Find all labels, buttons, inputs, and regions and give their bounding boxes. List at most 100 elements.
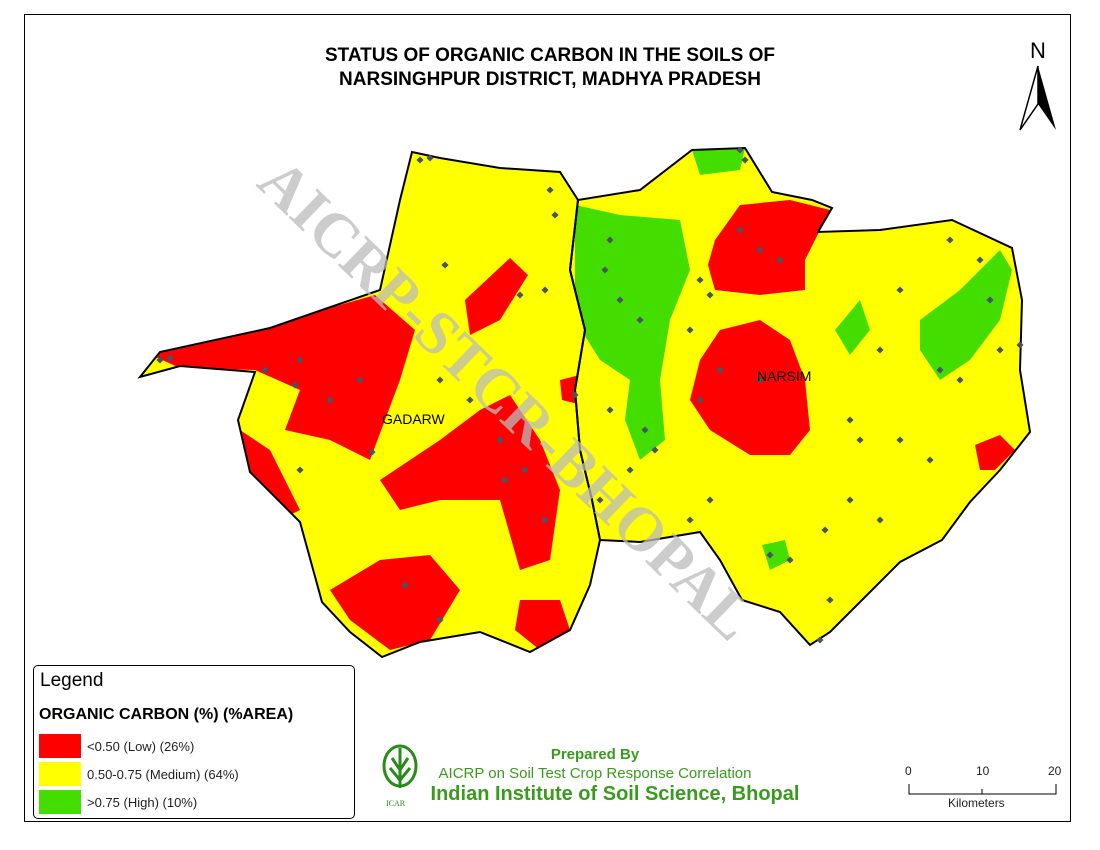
sample-point <box>741 156 749 164</box>
sample-point <box>541 286 549 294</box>
logo-text: ICAR <box>386 799 406 808</box>
sample-point <box>441 261 449 269</box>
north-label: N <box>1030 38 1046 63</box>
swatch <box>39 790 81 814</box>
sample-point <box>846 496 854 504</box>
legend-item-medium: 0.50-0.75 (Medium) (64%) <box>39 762 239 786</box>
narsinghpur-label: NARSIM <box>757 368 811 384</box>
sample-point <box>651 446 659 454</box>
legend-heading: ORGANIC CARBON (%) (%AREA) <box>39 706 294 723</box>
legend-item-high: >0.75 (High) (10%) <box>39 790 197 814</box>
swatch <box>39 734 81 758</box>
sample-point <box>696 396 704 404</box>
sample-point <box>296 466 304 474</box>
sample-point <box>291 381 299 389</box>
scale-tick: 0 <box>905 764 912 778</box>
sample-point <box>976 256 984 264</box>
sample-point <box>436 376 444 384</box>
sample-point <box>571 391 579 399</box>
sample-point <box>501 476 509 484</box>
sample-point <box>156 356 164 364</box>
sample-point <box>786 556 794 564</box>
gadarwara-tehsil <box>140 152 600 657</box>
sample-point <box>821 526 829 534</box>
sample-point <box>401 581 409 589</box>
legend-title: Legend <box>40 670 104 691</box>
sample-point <box>496 436 504 444</box>
sample-point <box>606 406 614 414</box>
north-arrow: N <box>1019 38 1056 131</box>
sample-point <box>296 356 304 364</box>
sample-point <box>551 211 559 219</box>
gadarwara-label: GADARW <box>382 411 446 427</box>
sample-point <box>541 516 549 524</box>
sample-point <box>616 296 624 304</box>
map-frame <box>24 14 1071 822</box>
sample-point <box>516 291 524 299</box>
swatch <box>39 762 81 786</box>
credits-line2: AICRP on Soil Test Crop Response Correla… <box>438 765 752 782</box>
sample-point <box>686 516 694 524</box>
sample-point <box>756 246 764 254</box>
sample-point <box>826 596 834 604</box>
sample-point <box>626 466 634 474</box>
legend-label: <0.50 (Low) (26%) <box>87 738 195 754</box>
sample-point <box>956 376 964 384</box>
sample-point <box>696 276 704 284</box>
sample-point <box>856 436 864 444</box>
sample-point <box>846 416 854 424</box>
sample-point <box>641 426 649 434</box>
narsinghpur-tehsil <box>570 148 1030 645</box>
sample-point <box>601 266 609 274</box>
title-line2: NARSINGHPUR DISTRICT, MADHYA PRADESH <box>339 69 761 90</box>
sample-point <box>166 354 174 362</box>
sample-point <box>736 226 744 234</box>
sample-point <box>756 376 764 384</box>
legend-item-low: <0.50 (Low) (26%) <box>39 734 194 758</box>
legend: Legend ORGANIC CARBON (%) (%AREA) <0.50 … <box>33 665 355 819</box>
sample-point <box>326 396 334 404</box>
sample-point <box>876 346 884 354</box>
icar-logo: ICAR <box>382 744 418 808</box>
sample-point <box>426 154 434 162</box>
sample-point <box>606 236 614 244</box>
sample-point <box>686 326 694 334</box>
sample-point <box>1016 341 1024 349</box>
sample-point <box>436 616 444 624</box>
sample-point <box>546 186 554 194</box>
sample-point <box>776 256 784 264</box>
sample-point <box>706 291 714 299</box>
sample-point <box>986 296 994 304</box>
scale-tick: 20 <box>1048 764 1062 778</box>
credits: Prepared By AICRP on Soil Test Crop Resp… <box>380 746 810 806</box>
sample-point <box>926 456 934 464</box>
credits-line3: Indian Institute of Soil Science, Bhopal <box>430 783 800 805</box>
sample-point <box>876 516 884 524</box>
sample-point <box>706 496 714 504</box>
sample-point <box>466 396 474 404</box>
sample-point <box>936 366 944 374</box>
sample-point <box>816 636 824 644</box>
title-line1: STATUS OF ORGANIC CARBON IN THE SOILS OF <box>324 45 776 66</box>
sample-points <box>156 146 1024 644</box>
legend-label: >0.75 (High) (10%) <box>87 794 198 810</box>
sample-point <box>896 436 904 444</box>
scale-bar: 0 10 20 Kilometers <box>900 764 1062 814</box>
sample-point <box>416 156 424 164</box>
sample-point <box>261 366 269 374</box>
sample-point <box>996 346 1004 354</box>
sample-point <box>736 146 744 154</box>
scale-unit: Kilometers <box>948 796 1005 810</box>
sample-point <box>521 466 529 474</box>
credits-line1: Prepared By <box>550 746 640 763</box>
sample-point <box>716 366 724 374</box>
sample-point <box>368 448 376 456</box>
map-title: STATUS OF ORGANIC CARBON IN THE SOILS OF… <box>0 44 1100 92</box>
sample-point <box>356 376 364 384</box>
sample-point <box>596 496 604 504</box>
sample-point <box>766 551 774 559</box>
scale-tick: 10 <box>976 764 990 778</box>
sample-point <box>946 236 954 244</box>
sample-point <box>896 286 904 294</box>
